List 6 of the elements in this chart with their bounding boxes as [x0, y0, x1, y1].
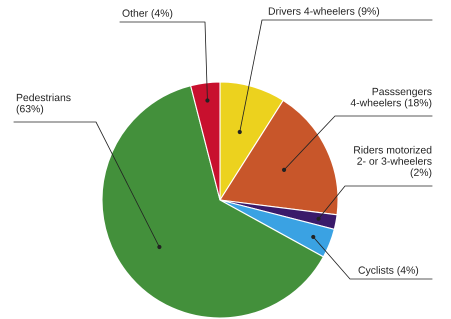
slice-label: Cyclists (4%) — [358, 266, 418, 276]
slice-label: Pedestrians (63%) — [16, 94, 71, 114]
slice-label: Other (4%) — [122, 9, 172, 19]
slice-label: Passsengers 4-wheelers (18%) — [350, 88, 432, 108]
slice-label: Drivers 4-wheelers (9%) — [268, 7, 380, 17]
slice-label: Riders motorized 2- or 3-wheelers (2%) — [354, 146, 432, 178]
